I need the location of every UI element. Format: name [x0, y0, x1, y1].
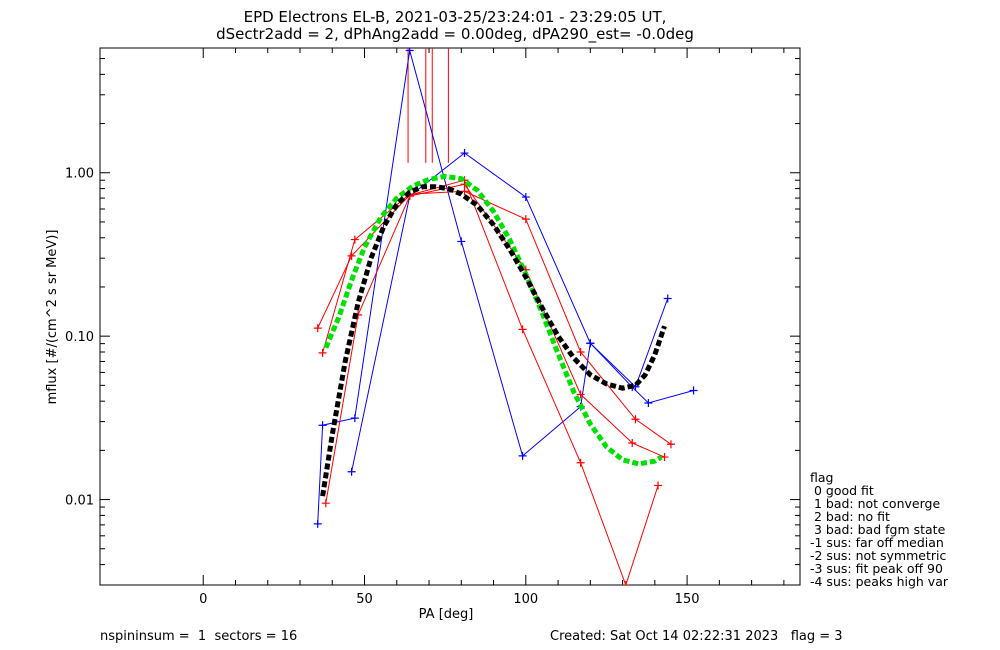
footer-created-info: Created: Sat Oct 14 02:22:31 2023 flag =… [550, 629, 843, 644]
data-point-marker [631, 415, 640, 424]
chart-title-line1: EPD Electrons EL-B, 2021-03-25/23:24:01 … [244, 8, 667, 26]
x-tick-label: 100 [513, 592, 538, 607]
data-series-line [317, 50, 694, 524]
data-point-marker [654, 481, 663, 490]
y-tick-label: 0.10 [65, 330, 94, 345]
data-point-marker [405, 48, 414, 55]
chart-title-line2: dSectr2add = 2, dPhAng2add = 0.00deg, dP… [216, 25, 694, 44]
data-point-marker [576, 390, 585, 399]
x-tick-label: 150 [675, 592, 700, 607]
data-series-line [322, 190, 672, 445]
legend-entry: -3 sus: fit peak off 90 [810, 561, 943, 576]
legend-entry: 0 good fit [810, 483, 874, 498]
legend-entry: -4 sus: peaks high var [810, 574, 949, 589]
x-axis-label: PA [deg] [419, 607, 474, 622]
y-axis-label: mflux [#/(cm^2 s sr MeV)] [45, 230, 60, 405]
data-point-marker [586, 339, 595, 348]
plot-frame [99, 47, 801, 586]
x-tick-label: 50 [356, 592, 373, 607]
data-point-marker [518, 451, 527, 460]
legend-entry: 3 bad: bad fgm state [810, 522, 946, 537]
data-point-marker [621, 581, 630, 585]
data-point-marker [660, 453, 669, 462]
footer-spin-info: nspininsum = 1 sectors = 16 [100, 629, 297, 644]
y-tick-label: 0.01 [65, 494, 94, 509]
data-point-marker [521, 215, 530, 224]
data-point-marker [313, 324, 322, 333]
data-point-marker [460, 149, 469, 158]
data-point-marker [663, 294, 672, 303]
data-point-marker [318, 421, 327, 430]
y-tick-label: 1.00 [65, 167, 94, 182]
data-point-marker [628, 438, 637, 447]
data-point-marker [318, 348, 327, 357]
data-point-marker [518, 325, 527, 334]
data-point-marker [350, 414, 359, 423]
data-point-marker [347, 251, 356, 260]
data-point-marker [576, 347, 585, 356]
x-tick-label: 0 [199, 592, 207, 607]
data-point-marker [644, 398, 653, 407]
data-point-marker [666, 440, 675, 449]
fit-curve [320, 184, 667, 497]
data-point-marker [350, 235, 359, 244]
legend-title: flag [810, 470, 833, 485]
data-point-marker [689, 386, 698, 395]
data-point-marker [521, 193, 530, 202]
plot-area: 0 50 100 150 0.01 0.10 1.00 [65, 47, 801, 607]
legend-entry: 2 bad: no fit [810, 509, 890, 524]
data-point-marker [313, 519, 322, 528]
data-point-marker [457, 237, 466, 246]
data-point-marker [347, 467, 356, 476]
data-point-marker [576, 458, 585, 467]
legend-entry: -2 sus: not symmetric [810, 548, 946, 563]
data-series-line [325, 183, 665, 504]
data-series-line [317, 179, 659, 585]
fit-curve [323, 173, 663, 467]
flag-legend: flag 0 good fit 1 bad: not converge 2 ba… [810, 470, 949, 589]
legend-entry: 1 bad: not converge [810, 496, 940, 511]
legend-entry: -1 sus: far off median [810, 535, 944, 550]
data-point-marker [321, 499, 330, 508]
data-point-marker [460, 187, 469, 196]
